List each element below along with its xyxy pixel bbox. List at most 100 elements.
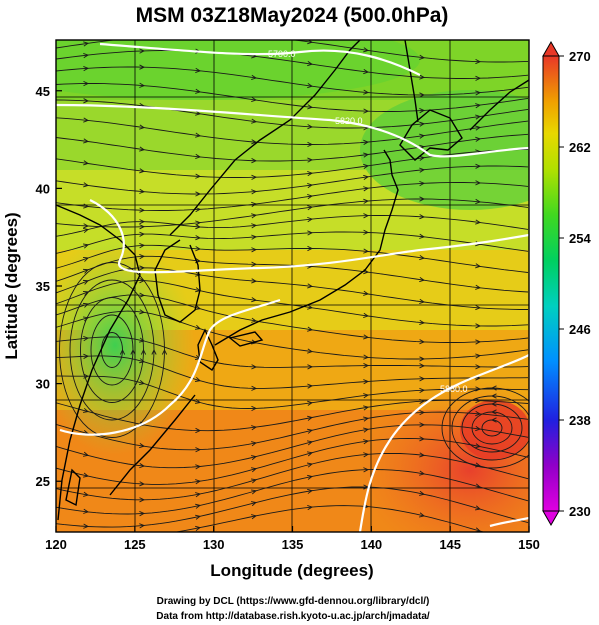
- streamline-arrowhead: [419, 363, 426, 369]
- x-axis-label: Longitude (degrees): [210, 561, 373, 580]
- streamline-arrowhead: [419, 398, 426, 404]
- streamline-arrowhead: [251, 405, 258, 412]
- streamline-arrowhead: [195, 235, 202, 241]
- streamline-arrowhead: [83, 335, 90, 342]
- streamline-arrowhead: [251, 74, 258, 80]
- streamline-arrowhead: [475, 364, 482, 370]
- streamline-arrowhead: [419, 387, 426, 393]
- coast-kurils: [469, 79, 529, 131]
- streamline-arrowhead: [251, 234, 258, 240]
- streamline-arrowhead: [83, 353, 90, 359]
- streamline-arrowhead: [195, 153, 202, 160]
- streamline-arrowhead: [251, 441, 258, 447]
- streamline-arrowhead: [251, 223, 258, 229]
- streamline-arrowhead: [195, 220, 202, 226]
- coast-japan-honshu: [214, 149, 399, 346]
- streamline-arrowhead: [251, 247, 258, 253]
- streamline-arrowhead: [307, 348, 314, 354]
- streamline-arrowhead: [139, 243, 146, 249]
- streamline-arrowhead: [307, 304, 314, 310]
- streamline-arrowhead: [83, 182, 90, 188]
- streamline-arrowhead: [251, 455, 258, 461]
- streamline-arrowhead: [195, 206, 202, 213]
- streamline-arrowhead: [363, 416, 370, 422]
- streamline-arrowhead: [419, 410, 426, 416]
- streamline-arrowhead: [475, 163, 482, 169]
- streamline: [56, 231, 529, 254]
- streamline-arrowhead: [83, 52, 90, 59]
- streamline-arrowhead: [139, 481, 146, 487]
- x-tick-label: 150: [518, 537, 540, 552]
- streamline: [56, 399, 529, 432]
- streamline-arrowhead: [83, 117, 90, 123]
- streamline-arrowhead: [82, 302, 89, 308]
- streamline-arrowhead: [419, 74, 426, 80]
- streamline-arrowhead: [475, 125, 482, 131]
- streamline-arrowhead: [419, 167, 426, 173]
- streamline-arrowhead: [475, 114, 482, 120]
- streamline-arrowhead: [251, 514, 258, 520]
- wind-streamlines: [56, 35, 529, 532]
- streamline-arrowhead: [419, 196, 426, 202]
- streamline-arrowhead: [82, 279, 89, 285]
- streamline-arrowhead: [139, 231, 146, 237]
- colorbar-tick-label: 246: [569, 322, 591, 337]
- streamline-arrowhead: [195, 67, 202, 73]
- credit-data-source: Data from http://database.rish.kyoto-u.a…: [156, 611, 430, 622]
- streamline: [56, 438, 529, 485]
- streamline-arrowhead: [475, 411, 482, 417]
- streamline-arrowhead: [307, 245, 314, 252]
- streamline-arrowhead: [363, 186, 370, 192]
- streamline-arrowhead: [195, 173, 202, 179]
- streamline-arrowhead: [83, 160, 90, 166]
- streamline-arrowhead: [83, 138, 90, 144]
- streamline-arrowhead: [151, 348, 157, 355]
- colorbar-tick-label: 230: [569, 504, 591, 519]
- streamline-arrowhead: [251, 96, 258, 102]
- streamline-arrowhead: [139, 35, 144, 39]
- streamline-arrowhead: [139, 523, 146, 529]
- streamline-arrowhead: [139, 82, 146, 88]
- streamline-arrowhead: [475, 263, 482, 269]
- streamline-arrowhead: [194, 398, 201, 404]
- streamline-arrowhead: [363, 290, 370, 296]
- contour-line-5760: [56, 103, 529, 158]
- streamline-arrowhead: [195, 447, 202, 453]
- colorbar-ticks: 230 238 246 254 262 270: [559, 49, 591, 519]
- streamline: [173, 505, 486, 532]
- streamline-arrowhead: [419, 108, 426, 114]
- streamline-arrowhead: [139, 219, 146, 225]
- streamline: [56, 182, 529, 211]
- streamline-arrowhead: [307, 61, 314, 67]
- streamline-arrowhead: [195, 191, 202, 197]
- streamline-arrowhead: [307, 383, 314, 389]
- streamline-arrowhead: [250, 489, 257, 495]
- streamline-arrowhead: [419, 436, 426, 442]
- streamline-arrowhead: [195, 110, 202, 116]
- streamline-arrowhead: [474, 483, 481, 489]
- colorbar: 230 238 246 254 262 270: [542, 40, 591, 527]
- streamline-arrowhead: [475, 58, 482, 65]
- streamline-arrowhead: [251, 364, 258, 370]
- streamline-arrowhead: [307, 141, 314, 148]
- streamline-arrowhead: [419, 54, 426, 60]
- streamline-arrowhead: [82, 256, 89, 262]
- streamline-arrowhead: [139, 224, 146, 230]
- streamline-arrowhead: [83, 203, 90, 209]
- streamline-arrowhead: [363, 152, 370, 158]
- streamline-arrowhead: [251, 317, 258, 323]
- streamline: [56, 244, 529, 273]
- streamline-arrowhead: [83, 41, 90, 47]
- y-tick-label: 25: [36, 474, 50, 489]
- streamline-arrowhead: [251, 213, 258, 219]
- streamline-arrowhead: [195, 427, 202, 434]
- streamline-arrowhead: [419, 121, 426, 127]
- streamline: [56, 469, 529, 515]
- contour-line-5880: [358, 354, 529, 532]
- streamline-arrowhead: [83, 508, 90, 514]
- streamline: [56, 40, 529, 63]
- streamline-arrowhead: [363, 163, 370, 170]
- streamline-arrowhead: [139, 511, 146, 517]
- streamline-arrowhead: [363, 379, 370, 385]
